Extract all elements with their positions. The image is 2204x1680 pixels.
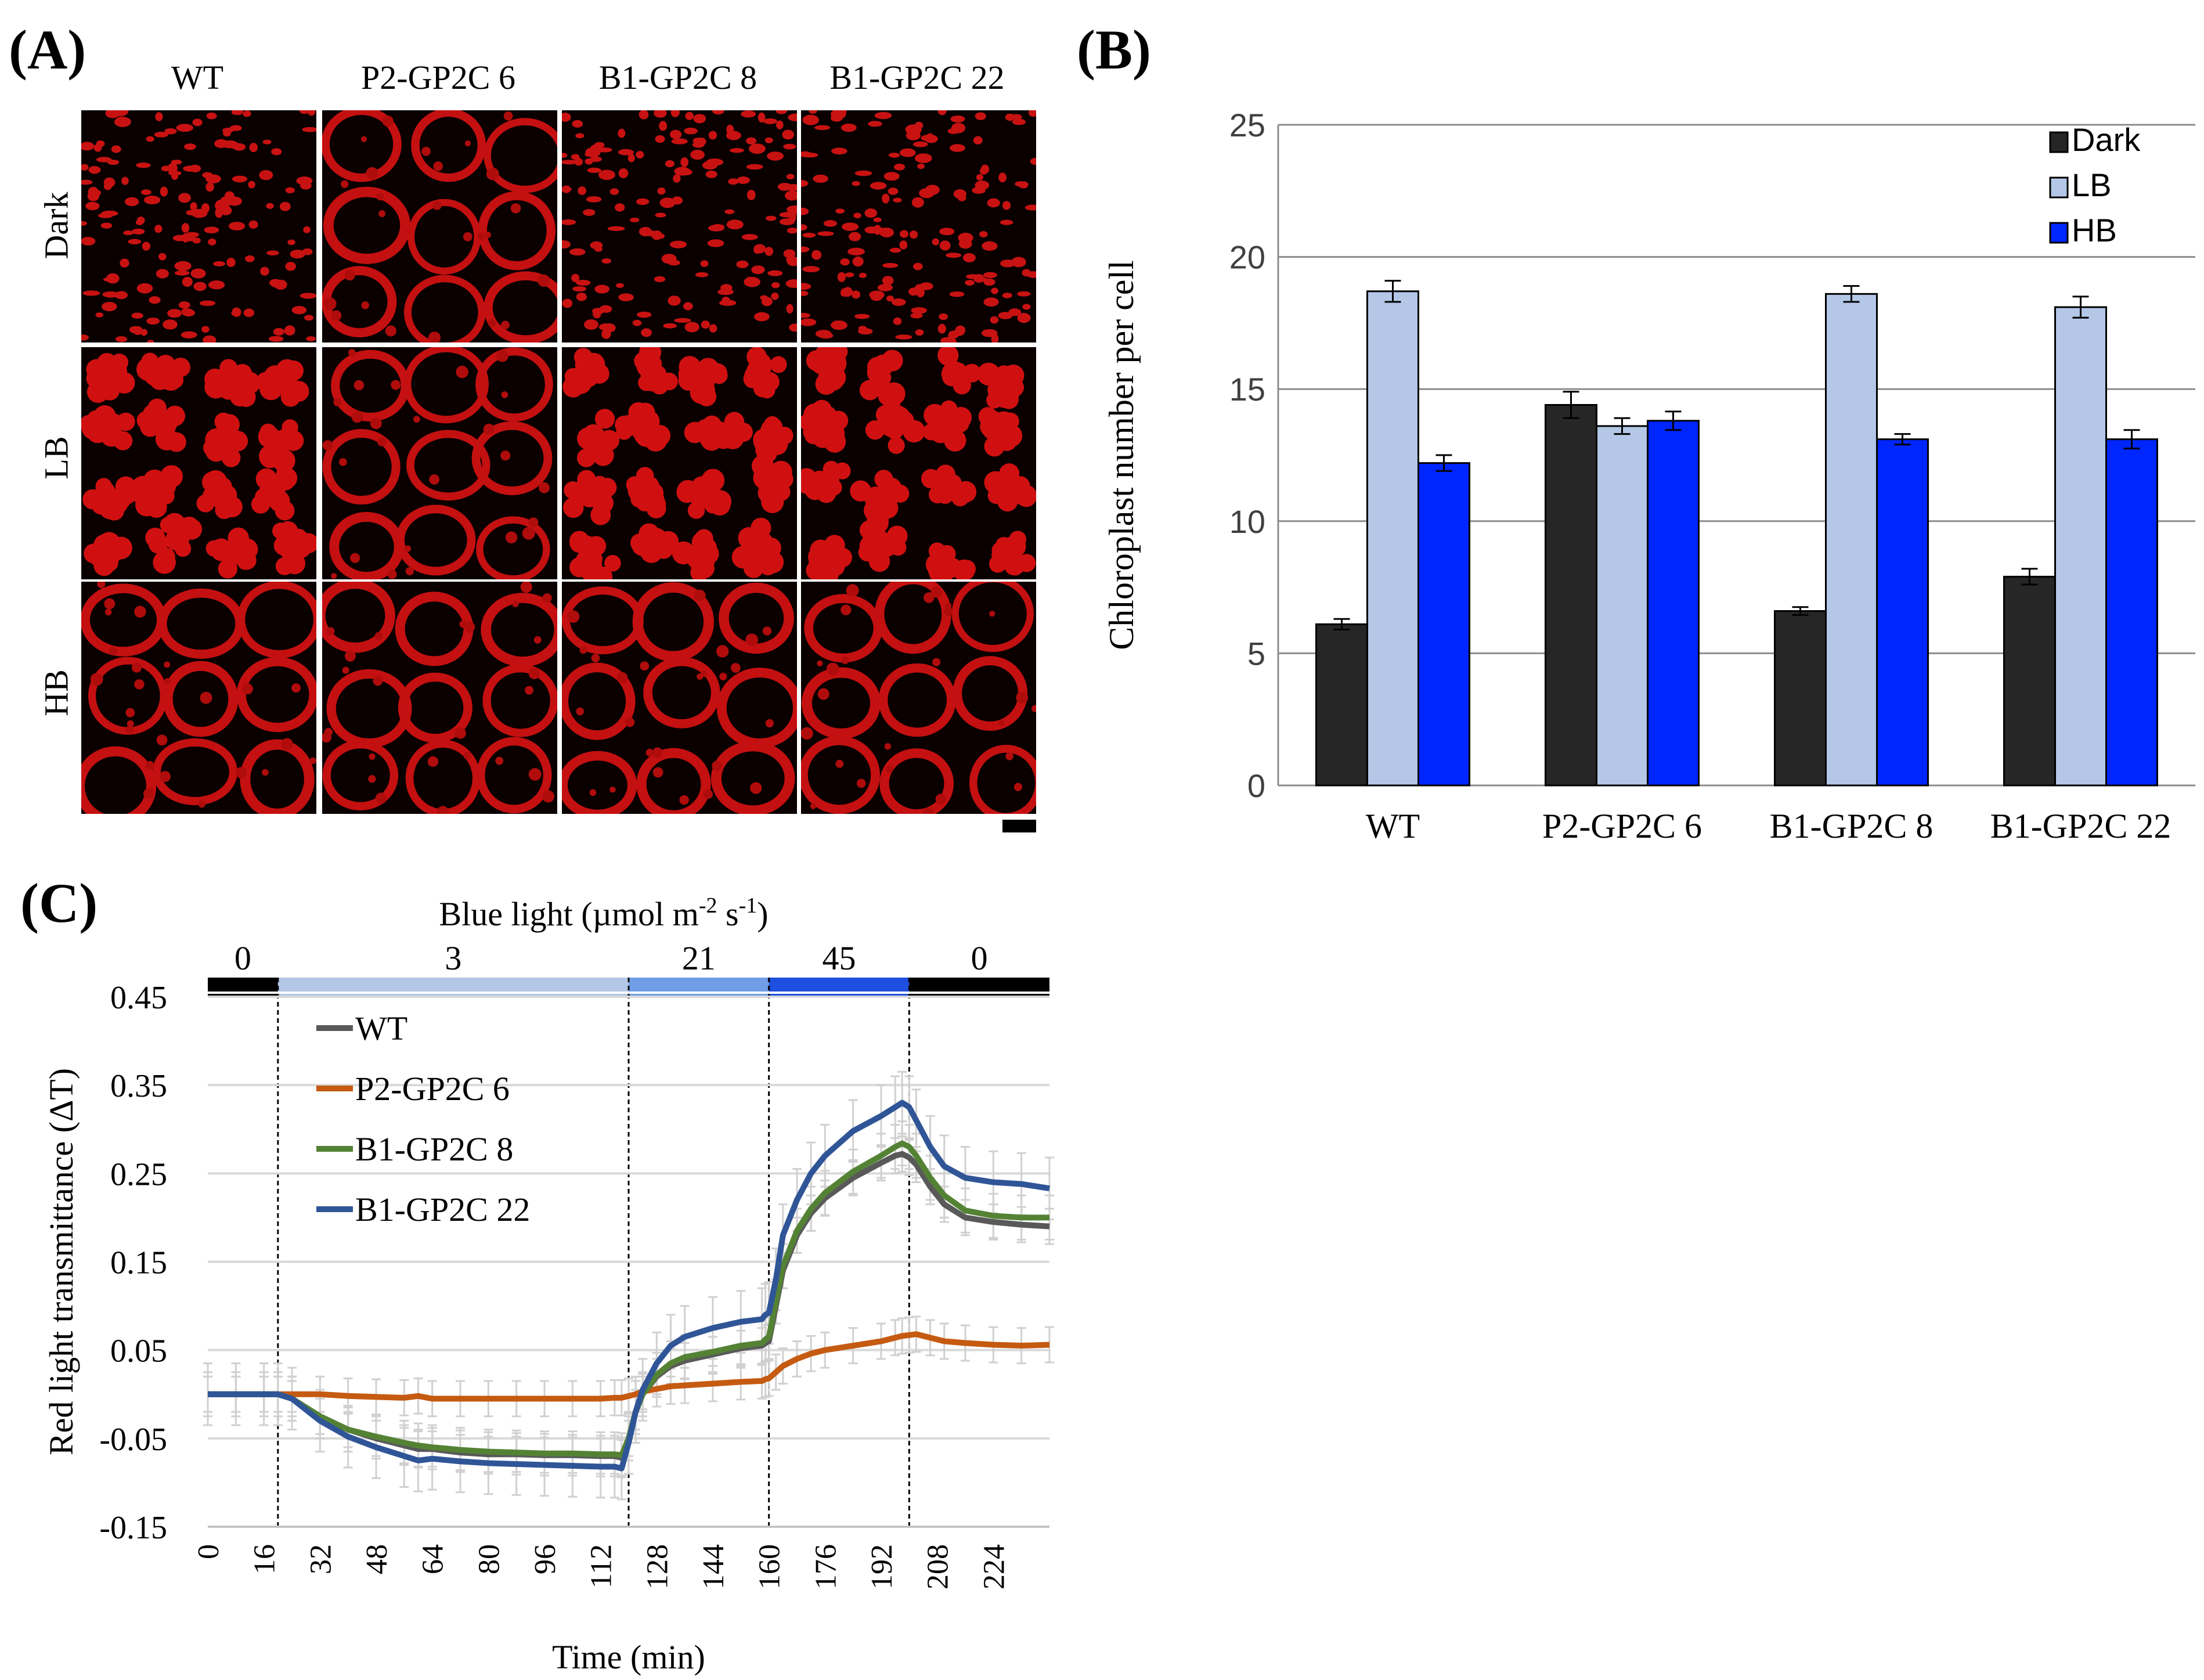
micrograph-lb-4	[801, 347, 1036, 579]
light-segment	[277, 978, 629, 992]
bar-lb	[2054, 306, 2107, 787]
legend-swatch-lb	[2049, 176, 2069, 199]
light-segment	[909, 978, 1049, 992]
row-label-hb: HB	[37, 669, 75, 716]
bar-hb	[1876, 438, 1929, 787]
x-axis-label: Time (min)	[552, 1638, 705, 1676]
x-tick-label: 32	[304, 1544, 337, 1574]
column-label-b1-gp2c-22: B1-GP2C 22	[829, 59, 1005, 96]
legend-label-hb: HB	[2072, 212, 2117, 248]
legend-label: B1-GP2C 8	[355, 1130, 513, 1168]
bar-dark	[1315, 623, 1368, 787]
y-tick-label: 0.35	[110, 1068, 167, 1104]
x-tick-label: WT	[1366, 807, 1420, 845]
x-tick-label: 48	[360, 1544, 394, 1574]
x-tick-label: 176	[809, 1544, 842, 1589]
panel-c-label: (C)	[20, 872, 98, 934]
column-label-p2-gp2c-6: P2-GP2C 6	[361, 59, 515, 96]
column-label-wt: WT	[171, 59, 224, 96]
line-chart: Blue light (µmol m-2 s-1) 0 3 21 45 0 -0.15 -0.…	[42, 893, 1054, 1676]
scale-bar	[1002, 820, 1036, 832]
legend-swatch-dark	[2049, 131, 2069, 153]
bar-dark	[1545, 404, 1597, 787]
x-tick-label: B1-GP2C 8	[1770, 807, 1934, 845]
y-tick-label: 15	[1229, 371, 1265, 408]
bar-dark	[2003, 575, 2056, 787]
x-tick-label: 144	[697, 1544, 730, 1589]
legend-swatch-hb	[2049, 222, 2069, 244]
x-tick-label: 208	[922, 1544, 955, 1589]
micrograph-lb-3	[562, 347, 797, 579]
bar-lb	[1366, 290, 1419, 787]
light-segment	[629, 978, 769, 992]
y-tick-label: 5	[1247, 635, 1265, 672]
light-level-label: 0	[971, 939, 988, 977]
y-tick-label: -0.05	[99, 1422, 167, 1458]
y-axis-label: Chloroplast number per cell	[1102, 260, 1141, 650]
y-tick-label: 0.05	[110, 1333, 167, 1369]
bar-hb	[1417, 462, 1470, 787]
bar-dark	[1774, 610, 1827, 787]
micrograph-hb-4	[801, 582, 1036, 814]
light-level-label: 3	[445, 939, 461, 977]
series-line-b1-gp2c-22	[208, 1099, 1050, 1472]
x-tick-label: 16	[248, 1544, 282, 1574]
x-tick-label: 0	[192, 1544, 225, 1559]
y-axis-label: Red light transmittance (ΔT)	[42, 1068, 80, 1455]
y-tick-label: 20	[1229, 239, 1265, 276]
micrograph-lb-1	[81, 347, 316, 579]
bar-lb	[1596, 425, 1649, 787]
bar-chart: 0 5 10 15 20 25 Chloroplast number per cell WT P…	[1102, 107, 2195, 845]
legend-label-dark: Dark	[2072, 121, 2141, 158]
series-line-p2-gp2c-6	[208, 1331, 1050, 1402]
blue-light-title: Blue light (µmol m-2 s-1)	[439, 893, 768, 933]
row-label-dark: Dark	[37, 192, 75, 259]
x-tick-label: 160	[753, 1544, 787, 1589]
micrograph-hb-1	[81, 582, 316, 814]
micrograph-dark-3	[562, 110, 797, 343]
x-tick-label: 192	[865, 1544, 899, 1589]
x-tick-label: 80	[472, 1544, 506, 1574]
micrograph-hb-2	[322, 582, 557, 814]
panel-a-label: (A)	[9, 19, 86, 81]
light-segment	[208, 978, 278, 992]
y-tick-label: 0.15	[110, 1245, 167, 1281]
legend-label: B1-GP2C 22	[355, 1191, 530, 1228]
micrograph-lb-2	[322, 347, 557, 579]
light-segment	[769, 978, 910, 992]
x-tick-label: B1-GP2C 22	[1990, 807, 2171, 845]
x-tick-label: 112	[585, 1544, 618, 1588]
micrograph-dark-4	[801, 110, 1036, 343]
x-tick-label: 224	[977, 1544, 1011, 1589]
y-tick-label: 0	[1247, 767, 1265, 804]
legend-label: P2-GP2C 6	[355, 1070, 510, 1108]
legend-label: WT	[355, 1010, 407, 1047]
bar-lb	[1825, 293, 1878, 787]
row-label-lb: LB	[37, 436, 75, 480]
y-tick-label: 0.45	[110, 980, 167, 1016]
column-label-b1-gp2c-8: B1-GP2C 8	[598, 59, 757, 96]
series-line-b1-gp2c-8	[208, 1140, 1049, 1458]
y-tick-label: 0.25	[110, 1156, 167, 1192]
light-level-label: 45	[823, 939, 856, 977]
x-tick-label: P2-GP2C 6	[1542, 807, 1702, 845]
legend-label-lb: LB	[2072, 167, 2112, 203]
micrograph-dark-2	[322, 110, 557, 343]
y-tick-label: 25	[1229, 107, 1265, 143]
x-tick-label: 128	[641, 1544, 674, 1589]
x-tick-label: 96	[529, 1544, 562, 1574]
x-tick-label: 64	[417, 1544, 450, 1574]
light-level-label: 0	[235, 939, 251, 977]
light-level-label: 21	[682, 939, 716, 977]
panel-b-label: (B)	[1077, 19, 1151, 81]
y-tick-label: 10	[1229, 503, 1265, 540]
micrograph-dark-1	[81, 110, 316, 343]
y-tick-label: -0.15	[99, 1510, 167, 1546]
bar-hb	[1647, 420, 1700, 787]
micrograph-hb-3	[562, 582, 797, 814]
bar-hb	[2105, 438, 2158, 787]
